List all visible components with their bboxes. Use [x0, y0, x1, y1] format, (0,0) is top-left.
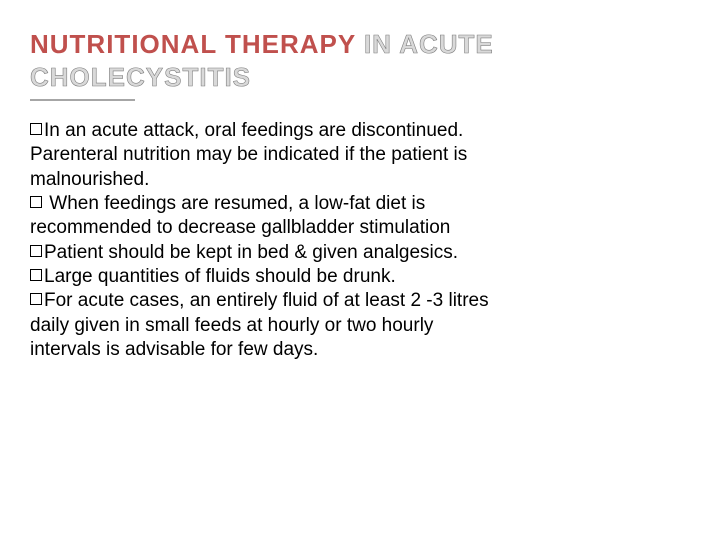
slide: NUTRITIONAL THERAPY IN ACUTE CHOLECYSTIT… — [0, 0, 720, 540]
list-item: When feedings are resumed, a low-fat die… — [30, 192, 690, 216]
bullet-text: Patient should be kept in bed & given an… — [44, 242, 458, 263]
slide-content: In an acute attack, oral feedings are di… — [30, 119, 690, 362]
list-item: For acute cases, an entirely fluid of at… — [30, 289, 690, 313]
square-bullet-icon — [30, 269, 42, 281]
list-item: Patient should be kept in bed & given an… — [30, 241, 690, 265]
bullet-continuation: malnourished. — [30, 168, 690, 192]
slide-title: NUTRITIONAL THERAPY IN ACUTE CHOLECYSTIT… — [30, 28, 690, 93]
bullet-text: When feedings are resumed, a low-fat die… — [44, 193, 425, 214]
title-part-outline-2: CHOLECYSTITIS — [30, 62, 251, 92]
title-underline — [30, 99, 135, 101]
bullet-continuation: daily given in small feeds at hourly or … — [30, 314, 690, 338]
square-bullet-icon — [30, 123, 42, 135]
list-item: In an acute attack, oral feedings are di… — [30, 119, 690, 143]
bullet-continuation: recommended to decrease gallbladder stim… — [30, 216, 690, 240]
list-item: Large quantities of fluids should be dru… — [30, 265, 690, 289]
bullet-continuation: intervals is advisable for few days. — [30, 338, 690, 362]
title-part-fill: NUTRITIONAL THERAPY — [30, 29, 356, 59]
square-bullet-icon — [30, 293, 42, 305]
square-bullet-icon — [30, 196, 42, 208]
bullet-text: For acute cases, an entirely fluid of at… — [44, 290, 489, 311]
bullet-text: In an acute attack, oral feedings are di… — [44, 120, 463, 141]
bullet-continuation: Parenteral nutrition may be indicated if… — [30, 143, 690, 167]
bullet-text: Large quantities of fluids should be dru… — [44, 266, 396, 287]
title-part-outline-1: IN ACUTE — [356, 29, 494, 59]
square-bullet-icon — [30, 245, 42, 257]
